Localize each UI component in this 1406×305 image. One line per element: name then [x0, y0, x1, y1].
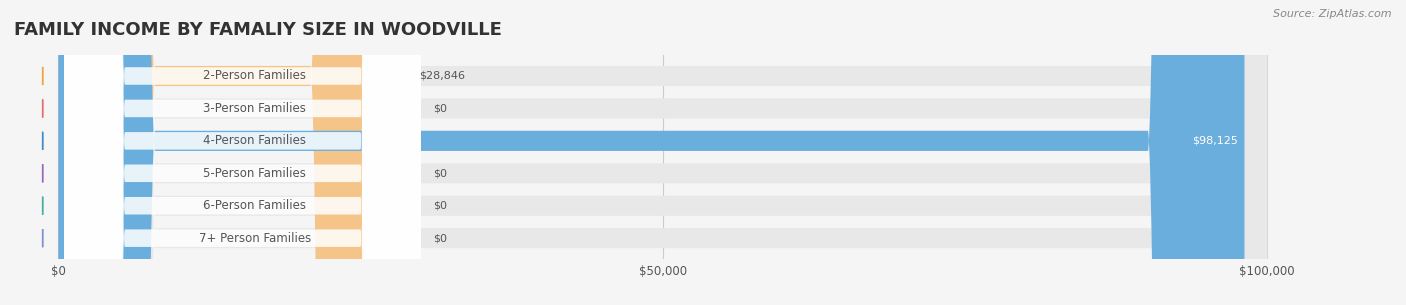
- FancyBboxPatch shape: [58, 0, 1267, 305]
- FancyBboxPatch shape: [65, 0, 420, 305]
- Text: 2-Person Families: 2-Person Families: [204, 70, 307, 82]
- Text: Source: ZipAtlas.com: Source: ZipAtlas.com: [1274, 9, 1392, 19]
- Text: $98,125: $98,125: [1192, 136, 1239, 146]
- Text: 6-Person Families: 6-Person Families: [204, 199, 307, 212]
- FancyBboxPatch shape: [58, 0, 1267, 305]
- FancyBboxPatch shape: [65, 0, 420, 305]
- Text: $0: $0: [433, 233, 447, 243]
- Text: $0: $0: [433, 168, 447, 178]
- FancyBboxPatch shape: [58, 0, 1267, 305]
- Text: 4-Person Families: 4-Person Families: [204, 135, 307, 147]
- FancyBboxPatch shape: [65, 0, 420, 305]
- FancyBboxPatch shape: [58, 0, 1267, 305]
- Text: 5-Person Families: 5-Person Families: [204, 167, 307, 180]
- FancyBboxPatch shape: [65, 0, 420, 305]
- Text: 7+ Person Families: 7+ Person Families: [198, 232, 311, 245]
- Text: 3-Person Families: 3-Person Families: [204, 102, 307, 115]
- Text: $0: $0: [433, 201, 447, 211]
- FancyBboxPatch shape: [58, 0, 406, 305]
- Text: $28,846: $28,846: [419, 71, 465, 81]
- FancyBboxPatch shape: [58, 0, 1244, 305]
- Text: $0: $0: [433, 103, 447, 113]
- FancyBboxPatch shape: [65, 0, 420, 305]
- FancyBboxPatch shape: [58, 0, 1267, 305]
- FancyBboxPatch shape: [58, 0, 1267, 305]
- Text: FAMILY INCOME BY FAMALIY SIZE IN WOODVILLE: FAMILY INCOME BY FAMALIY SIZE IN WOODVIL…: [14, 21, 502, 39]
- FancyBboxPatch shape: [65, 0, 420, 305]
